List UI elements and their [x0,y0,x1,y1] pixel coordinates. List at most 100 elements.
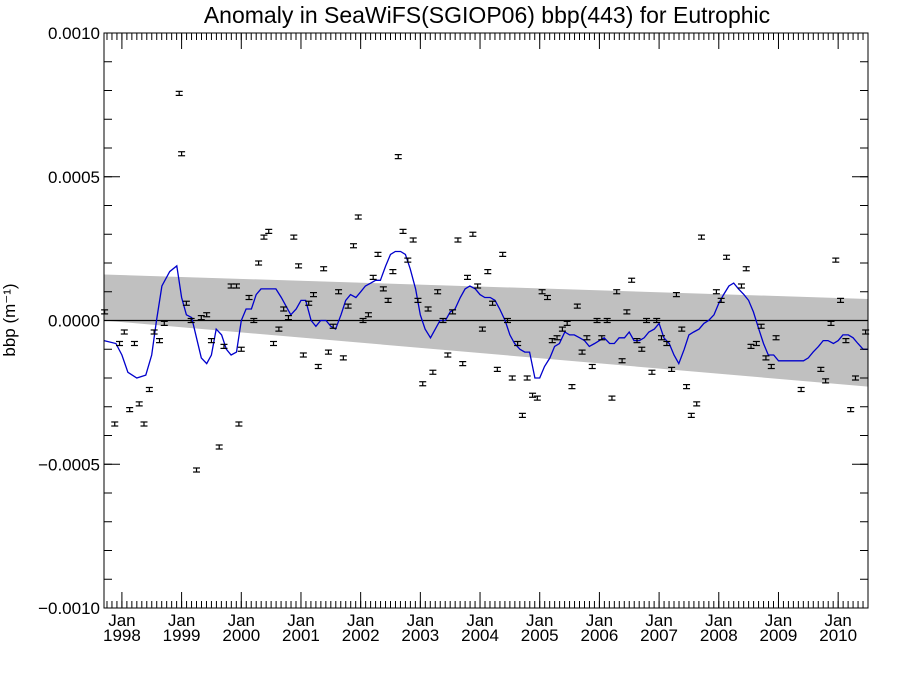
errorbar-point [762,355,770,361]
errorbar-point [126,407,134,413]
x-axis: Jan1998Jan1999Jan2000Jan2001Jan2002Jan20… [103,33,869,645]
x-tick-year-label: 2008 [700,626,738,645]
errorbar-point [618,358,626,364]
errorbar-point [683,384,691,390]
errorbar-point [349,243,357,249]
y-axis-label: bbp (m⁻¹) [0,283,19,356]
errorbar-point [543,294,551,301]
errorbar-point [260,234,268,240]
x-tick-year-label: 2009 [760,626,798,645]
x-tick-month-label: Jan [168,611,195,630]
smoothed-series [103,250,868,379]
errorbar-point [250,317,258,324]
errorbar-point [563,320,571,326]
errorbar-point [538,289,546,295]
errorbar-point [842,338,850,344]
errorbar-point [233,283,241,289]
x-tick-month-label: Jan [228,611,255,630]
errorbar-point [742,266,750,272]
errorbar-point [324,349,332,355]
x-tick-month-label: Jan [765,611,792,630]
x-tick-month-label: Jan [287,611,314,630]
errorbar-point [424,306,432,312]
errorbar-point [101,309,109,315]
errorbar-point [668,366,676,372]
errorbar-point [394,154,402,160]
errorbar-point [178,151,186,157]
x-tick-month-label: Jan [347,611,374,630]
errorbar-point [514,340,522,347]
errorbar-point [737,283,745,289]
errorbar-point [697,234,705,240]
errorbar-point [399,228,407,234]
errorbar-point [444,352,452,358]
errorbar-point [290,234,298,240]
errorbar-point [593,317,601,324]
y-tick-label: −0.0005 [38,455,100,474]
x-tick-year-label: 2003 [401,626,439,645]
x-tick-year-label: 2004 [461,626,499,645]
errorbar-point [419,381,427,387]
x-tick-year-label: 1999 [163,626,201,645]
x-tick-month-label: Jan [526,611,553,630]
errorbar-point [335,289,343,295]
errorbar-point [237,346,245,352]
errorbar-point [717,297,725,303]
errorbar-point [757,323,765,329]
errorbar-point [767,363,775,370]
errorbar-point [583,335,591,341]
errorbar-point [598,335,606,341]
errorbar-point [187,317,195,324]
errorbar-point [284,315,292,321]
errorbar-point [558,326,566,332]
errorbar-point [364,312,372,318]
errorbar-point [653,317,661,324]
errorbar-point [404,257,412,263]
errorbar-point [344,303,352,309]
x-tick-month-label: Jan [108,611,135,630]
x-tick-month-label: Jan [824,611,851,630]
errorbar-point [275,326,283,332]
errorbar-point [797,386,805,393]
errorbar-point [687,412,695,418]
errorbar-point [215,444,223,450]
errorbar-point [648,369,656,375]
x-tick-year-label: 2010 [819,626,857,645]
errorbar-point [320,266,328,272]
errorbar-point [314,363,322,370]
errorbar-point [469,231,477,237]
errorbar-point [752,340,760,347]
y-tick-label: 0.0005 [48,168,100,187]
errorbar-point [712,289,720,295]
errorbar-point [638,346,646,352]
x-tick-year-label: 2006 [580,626,618,645]
errorbar-point [130,340,138,347]
errorbar-point [414,297,422,303]
errorbar-point [235,421,243,427]
trend-band-polygon [104,274,868,387]
errorbar-point [310,292,318,298]
x-tick-month-label: Jan [407,611,434,630]
errorbar-point [817,366,825,372]
errorbar-point [837,297,845,303]
x-tick-year-label: 2000 [222,626,260,645]
x-tick-month-label: Jan [586,611,613,630]
errorbar-point [657,335,665,341]
errorbar-point [613,289,621,295]
errorbar-point [329,323,337,329]
trend-confidence-band [104,274,868,387]
errorbar-point [384,297,392,303]
errorbar-point [508,375,516,381]
errorbar-point [454,237,462,243]
errorbar-point [449,309,457,315]
errorbar-point [503,317,511,324]
errorbar-point [354,214,362,220]
errorbar-point [245,294,253,301]
errorbar-point [220,343,228,349]
errorbar-point [643,317,651,324]
errorbar-point [197,315,205,321]
errorbar-point [270,340,278,347]
y-tick-label: −0.0010 [38,599,100,618]
errorbar-point [484,269,492,275]
errorbar-point [305,300,313,306]
